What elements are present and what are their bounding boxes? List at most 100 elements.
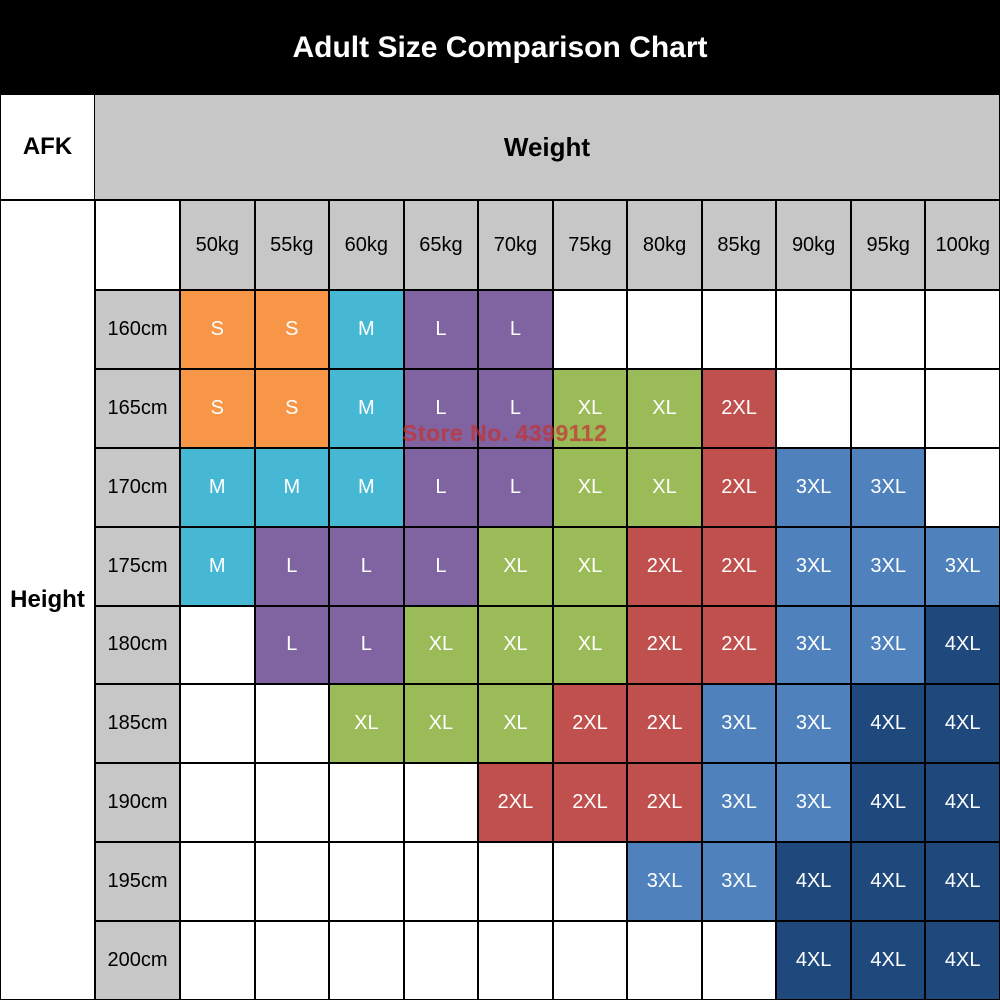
weight-col-header: 75kg [552, 200, 628, 290]
size-cell: 2XL [552, 763, 628, 843]
size-cell: XL [627, 368, 702, 448]
weight-col-header: 60kg [329, 200, 404, 290]
size-cell: M [329, 368, 404, 448]
weight-group-header: Weight [95, 95, 1000, 200]
size-cell: 2XL [627, 605, 702, 685]
size-cell-empty [552, 921, 628, 1000]
size-cell: L [254, 605, 330, 685]
size-cell-empty [403, 842, 479, 922]
blank-corner-cell [95, 200, 180, 290]
size-cell-empty [627, 290, 702, 369]
size-cell-empty [403, 763, 479, 843]
size-cell: 2XL [701, 368, 777, 448]
size-cell: L [403, 368, 479, 448]
size-cell-empty [776, 368, 851, 448]
weight-col-header: 95kg [850, 200, 926, 290]
size-cell: XL [552, 368, 628, 448]
size-cell: L [329, 526, 404, 606]
size-cell-empty [254, 842, 330, 922]
weight-col-header: 65kg [403, 200, 479, 290]
size-cell: 3XL [627, 842, 702, 922]
size-cell-empty [925, 290, 1000, 369]
size-cell: 4XL [776, 842, 851, 922]
size-cell: 3XL [701, 763, 777, 843]
size-cell: 3XL [850, 605, 926, 685]
weight-col-header: 50kg [180, 200, 255, 290]
size-cell: L [403, 290, 479, 369]
size-cell: 3XL [776, 447, 851, 527]
size-cell: L [403, 526, 479, 606]
size-cell: 2XL [701, 447, 777, 527]
size-cell: 3XL [850, 526, 926, 606]
height-row-header: 195cm [95, 842, 180, 922]
size-cell: 3XL [701, 684, 777, 764]
size-cell: 2XL [627, 526, 702, 606]
height-row-header: 170cm [95, 447, 180, 527]
size-cell: 3XL [850, 447, 926, 527]
size-cell: 4XL [925, 763, 1000, 843]
size-cell-empty [180, 605, 255, 685]
height-row-header: 190cm [95, 763, 180, 843]
size-cell: XL [478, 684, 553, 764]
size-cell-empty [925, 368, 1000, 448]
size-cell: XL [552, 605, 628, 685]
size-cell: XL [478, 605, 553, 685]
size-cell: 3XL [776, 684, 851, 764]
size-cell: L [254, 526, 330, 606]
size-cell-empty [478, 921, 553, 1000]
size-cell: 4XL [925, 921, 1000, 1000]
size-cell: 3XL [925, 526, 1000, 606]
size-cell: 3XL [776, 526, 851, 606]
size-cell-empty [552, 842, 628, 922]
size-cell: 4XL [925, 842, 1000, 922]
size-cell: 3XL [776, 763, 851, 843]
size-cell: 4XL [850, 684, 926, 764]
size-table: Height 50kg 55kg 60kg 65kg 70kg 75kg 80kg 85kg 9… [0, 200, 1000, 1000]
weight-col-header: 70kg [478, 200, 553, 290]
size-cell-empty [776, 290, 851, 369]
chart-title: Adult Size Comparison Chart [0, 0, 1000, 95]
size-cell: XL [478, 526, 553, 606]
corner-label-afk: AFK [0, 95, 95, 200]
size-cell: 2XL [701, 605, 777, 685]
size-cell: L [478, 290, 553, 369]
size-cell: S [180, 290, 255, 369]
size-cell: 2XL [627, 763, 702, 843]
size-cell-empty [329, 842, 404, 922]
size-cell: 3XL [701, 842, 777, 922]
size-cell: L [478, 447, 553, 527]
size-cell: XL [329, 684, 404, 764]
size-cell-empty [180, 684, 255, 764]
size-cell-empty [254, 684, 330, 764]
height-row-header: 180cm [95, 605, 180, 685]
size-cell: L [329, 605, 404, 685]
size-cell: M [329, 447, 404, 527]
size-cell-empty [329, 921, 404, 1000]
size-cell-empty [254, 921, 330, 1000]
size-cell-empty [180, 921, 255, 1000]
size-cell: S [180, 368, 255, 448]
size-cell-empty [180, 763, 255, 843]
height-row-header: 185cm [95, 684, 180, 764]
size-cell: 3XL [776, 605, 851, 685]
size-cell-empty [478, 842, 553, 922]
size-cell-empty [180, 842, 255, 922]
size-cell: 2XL [627, 684, 702, 764]
size-cell-empty [701, 290, 777, 369]
size-cell: XL [552, 447, 628, 527]
size-cell: S [254, 290, 330, 369]
height-row-header: 160cm [95, 290, 180, 369]
size-cell: XL [627, 447, 702, 527]
size-cell: 4XL [925, 605, 1000, 685]
height-group-header: Height [0, 200, 95, 1000]
size-cell-empty [329, 763, 404, 843]
size-cell: 4XL [850, 763, 926, 843]
height-row-header: 200cm [95, 921, 180, 1000]
size-cell: M [180, 447, 255, 527]
size-cell: XL [403, 684, 479, 764]
size-cell: M [254, 447, 330, 527]
height-row-header: 175cm [95, 526, 180, 606]
weight-col-header: 100kg [925, 200, 1000, 290]
size-cell: L [403, 447, 479, 527]
